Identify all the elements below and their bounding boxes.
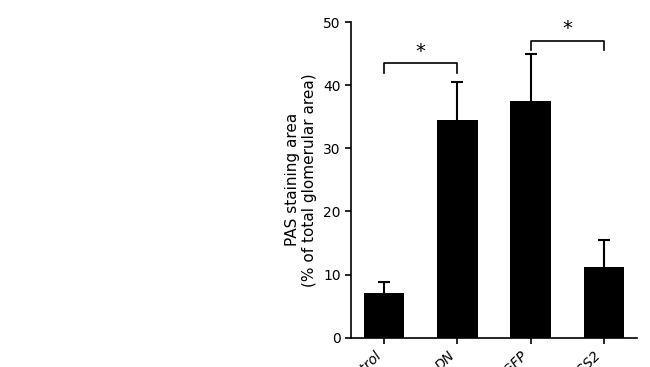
- Y-axis label: PAS staining area
(% of total glomerular area): PAS staining area (% of total glomerular…: [285, 73, 317, 287]
- Text: *: *: [416, 41, 426, 61]
- Bar: [584, 267, 624, 338]
- Bar: [364, 294, 404, 338]
- Bar: [510, 101, 551, 338]
- Text: *: *: [562, 19, 572, 39]
- Bar: [437, 120, 478, 338]
